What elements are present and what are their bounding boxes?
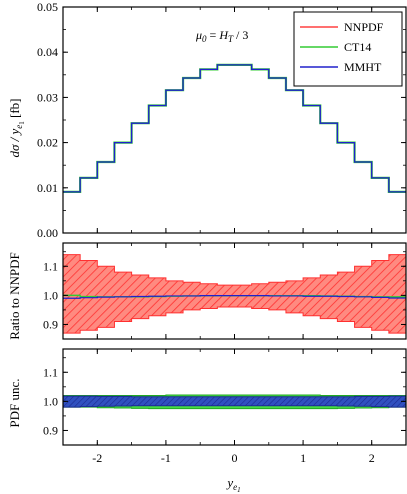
main-y-axis-label: dσ / ye1 [fb] bbox=[7, 98, 26, 157]
ratio-plot-area bbox=[63, 254, 406, 334]
legend-label-ct14: CT14 bbox=[344, 40, 371, 54]
ratio-y-axis-label: Ratio to NNPDF bbox=[7, 252, 22, 339]
pdf-unc-panel: 0.9 1.0 1.1 bbox=[43, 348, 407, 446]
x-axis-label: ye1 bbox=[225, 475, 240, 494]
x-axis-tick-labels: -2 -1 0 1 2 bbox=[92, 451, 374, 465]
unc-y-axis-label: PDF unc. bbox=[7, 378, 22, 427]
main-y-tick-label: 0.04 bbox=[37, 45, 58, 59]
ratio-y-tick-label: 0.9 bbox=[43, 317, 58, 331]
unc-plot-area bbox=[63, 394, 406, 410]
legend-label-mmht: MMHT bbox=[344, 60, 382, 74]
mmht-unc-band bbox=[63, 395, 406, 408]
ratio-y-tick-label: 1.0 bbox=[43, 288, 58, 302]
x-tick-label: 1 bbox=[300, 451, 306, 465]
x-tick-label: 2 bbox=[369, 451, 375, 465]
main-y-tick-label: 0.02 bbox=[37, 136, 58, 150]
ratio-y-tick-label: 1.1 bbox=[43, 259, 58, 273]
scale-annotation: μ0 = HT / 3 bbox=[195, 28, 248, 44]
mmht-main-line bbox=[63, 64, 406, 193]
legend-box bbox=[293, 11, 403, 87]
unc-y-tick-label: 1.0 bbox=[43, 394, 58, 408]
unc-y-tick-label: 1.1 bbox=[43, 365, 58, 379]
main-panel: 0.00 0.01 0.02 0.03 0.04 0.05 bbox=[37, 0, 407, 240]
legend-label-nnpdf: NNPDF bbox=[344, 20, 384, 34]
main-y-tick-label: 0.03 bbox=[37, 90, 58, 104]
legend: NNPDF CT14 MMHT bbox=[293, 11, 403, 87]
nnpdf-band bbox=[63, 254, 406, 334]
main-y-tick-label: 0.01 bbox=[37, 181, 58, 195]
unc-y-tick-label: 0.9 bbox=[43, 423, 58, 437]
main-y-tick-label: 0.05 bbox=[37, 0, 58, 14]
x-tick-label: -1 bbox=[161, 451, 171, 465]
x-tick-label: 0 bbox=[232, 451, 238, 465]
mmht-ratio-line bbox=[63, 295, 406, 299]
main-y-tick-label: 0.00 bbox=[37, 226, 58, 240]
ratio-panel: 0.9 1.0 1.1 bbox=[43, 242, 407, 340]
x-tick-label: -2 bbox=[92, 451, 102, 465]
main-plot-area bbox=[63, 63, 406, 193]
